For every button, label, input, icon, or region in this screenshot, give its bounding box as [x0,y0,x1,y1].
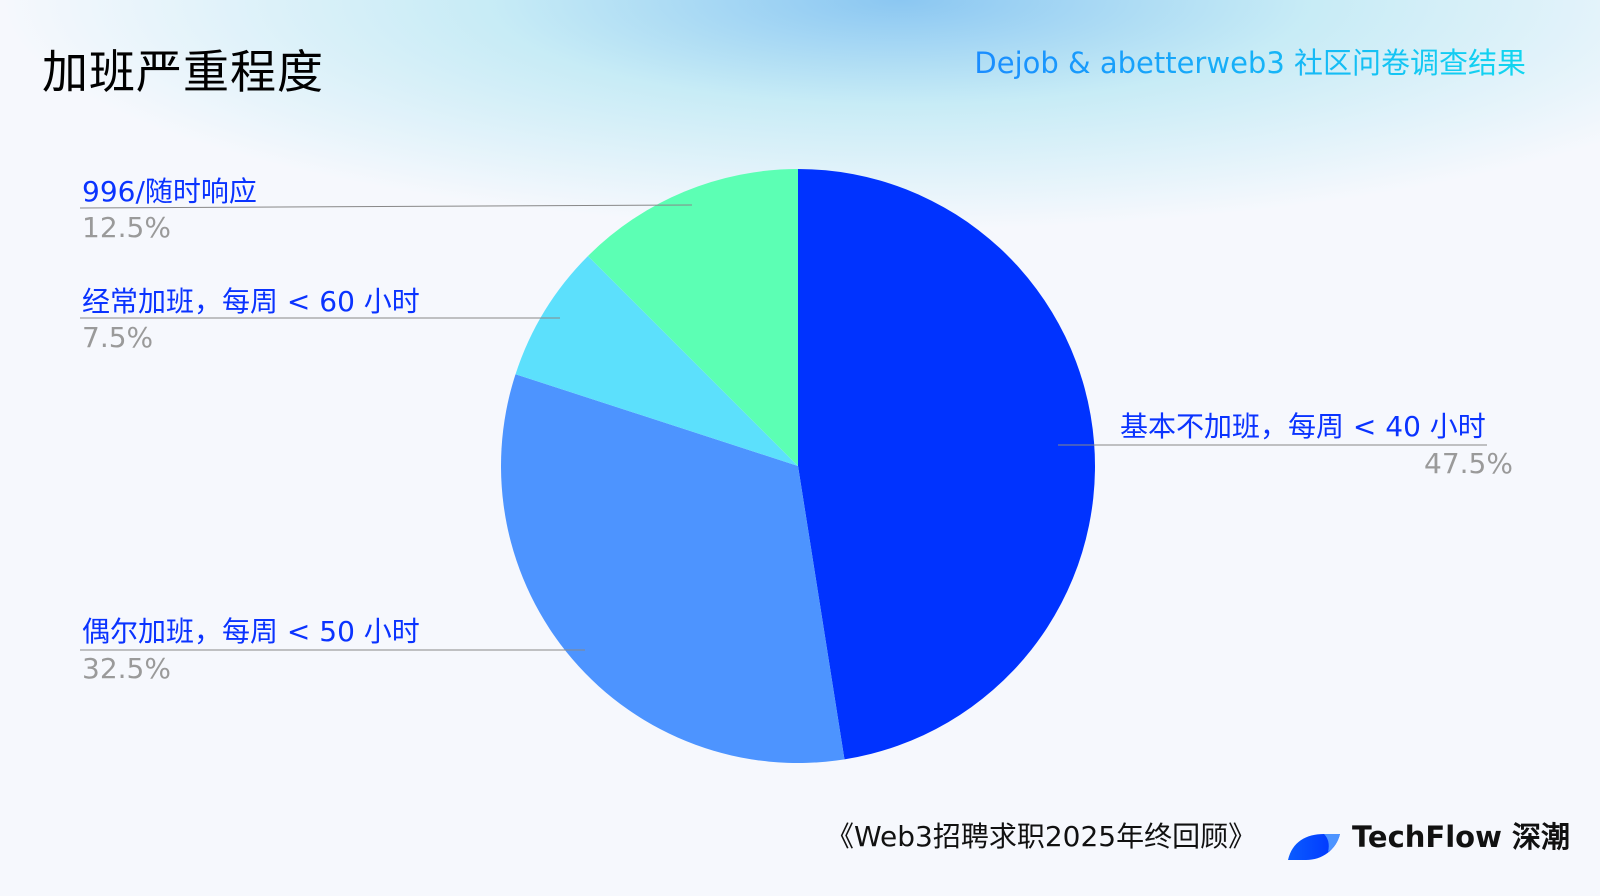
pie-slice-2 [515,255,798,466]
page-title: 加班严重程度 [42,45,324,99]
slice-label-3: 996/随时响应 [82,175,257,208]
slice-label-2: 经常加班，每周 < 60 小时 [82,285,420,318]
leader-lines [79,204,1487,651]
leader-line-3 [79,204,693,209]
brand-name: TechFlow 深潮 [1352,820,1570,854]
techflow-logo-icon [1288,834,1340,860]
report-title: 《Web3招聘求职2025年终回顾》 [826,820,1257,853]
slice-value-0: 47.5% [1424,447,1513,480]
slice-label-0: 基本不加班，每周 < 40 小时 [1120,410,1486,443]
slice-value-1: 32.5% [82,652,171,685]
source-subtitle: Dejob & abetterweb3 社区问卷调查结果 [974,40,1526,82]
pie-slice-1 [501,374,845,764]
slice-label-1: 偶尔加班，每周 < 50 小时 [82,615,420,648]
slice-value-2: 7.5% [82,321,154,354]
pie-slice-3 [587,169,798,466]
pie-slice-0 [798,169,1095,760]
slice-value-3: 12.5% [82,211,171,244]
